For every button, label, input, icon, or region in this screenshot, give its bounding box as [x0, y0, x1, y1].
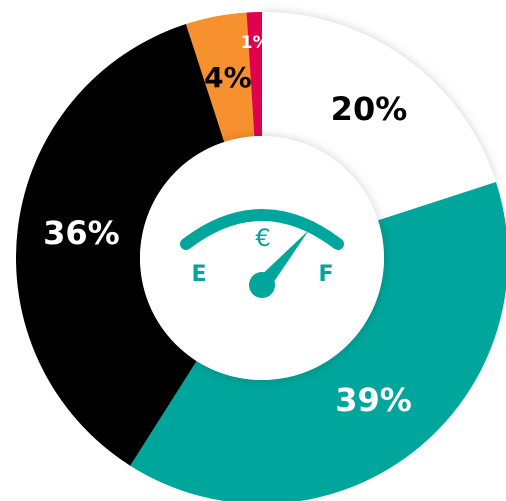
value-label: 36% — [43, 214, 120, 252]
slice — [185, 12, 255, 142]
slice — [130, 181, 506, 501]
full-label: F — [318, 262, 333, 287]
gauge-arc — [180, 209, 344, 250]
labels: 20% 39% 36% 4% 1% — [43, 33, 412, 419]
value-label: 4% — [204, 61, 252, 94]
value-label: 20% — [331, 90, 408, 128]
fuel-gauge-icon: € E F — [180, 209, 344, 298]
slice — [246, 12, 262, 137]
empty-label: E — [191, 262, 206, 287]
currency-symbol: € — [255, 224, 270, 252]
value-label: 1% — [241, 33, 270, 53]
gauge-needle — [255, 230, 309, 289]
slice — [262, 12, 496, 221]
center-hole — [140, 136, 384, 380]
slices — [16, 12, 506, 501]
value-label: 39% — [335, 381, 412, 419]
slice — [16, 24, 225, 466]
